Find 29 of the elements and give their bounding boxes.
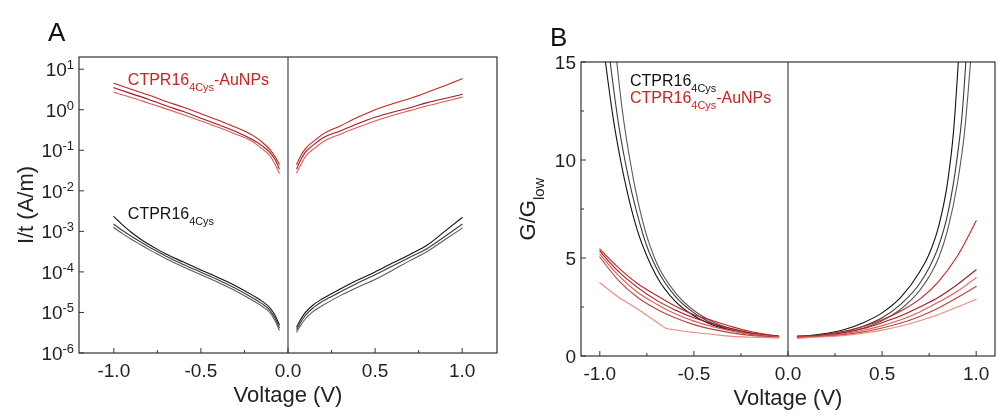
x-tick-label: 1.0 — [962, 363, 990, 384]
y-tick-label: 15 — [554, 52, 576, 73]
x-tick-label: 1.0 — [448, 360, 476, 381]
x-axis-title: Voltage (V) — [733, 385, 843, 410]
y-tick-label: 10$^{-5}$ — [41, 299, 74, 324]
y-tick-label: 10$^{-3}$ — [41, 218, 74, 243]
y-tick-label: 10$^{-6}$ — [41, 340, 74, 364]
series-label: CTPR16$_{4Cys}$-AuNPs — [127, 71, 270, 94]
y-tick-label: 10 — [554, 150, 576, 171]
x-tick-label: 0.0 — [274, 360, 302, 381]
x-tick-label: 0.5 — [361, 360, 389, 381]
y-tick-label: 10$^{-4}$ — [41, 259, 74, 283]
y-tick-label: 10$^{0}$ — [45, 97, 74, 121]
x-tick-label: -0.5 — [677, 363, 711, 384]
series-label: CTPR16$_{4Cys}$ — [127, 204, 215, 227]
y-axis-title: I/t (A/m) — [13, 165, 38, 245]
x-tick-label: -1.0 — [583, 363, 617, 384]
y-tick-label: 10$^{-1}$ — [41, 137, 74, 162]
x-tick-label: -0.5 — [184, 360, 218, 381]
y-tick-label: 10$^{-2}$ — [41, 178, 74, 202]
x-tick-label: 0.5 — [868, 363, 896, 384]
chart-title: B — [550, 22, 568, 52]
y-tick-label: 0 — [565, 346, 576, 367]
y-tick-label: 10$^{1}$ — [45, 56, 74, 81]
x-tick-label: -1.0 — [97, 360, 131, 381]
x-tick-label: 0.0 — [774, 363, 802, 384]
chart-title: A — [48, 17, 66, 47]
x-axis-title: Voltage (V) — [233, 382, 343, 407]
y-tick-label: 5 — [565, 248, 576, 269]
